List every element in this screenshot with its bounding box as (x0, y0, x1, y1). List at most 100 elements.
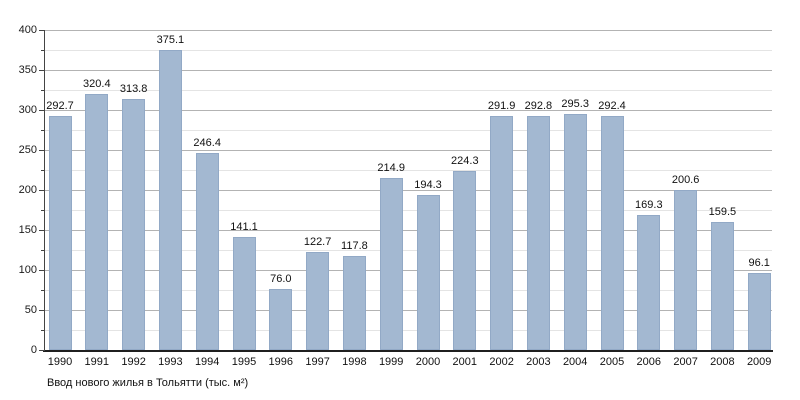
bar-1999 (379, 178, 403, 350)
chart-caption: Ввод нового жилья в Тольятти (тыс. м²) (47, 377, 249, 389)
y-axis-tick (41, 130, 45, 131)
bar-1997 (306, 252, 330, 350)
bar-value-label: 224.3 (451, 155, 479, 167)
bar-2006 (637, 215, 661, 350)
y-tick-label: 100 (18, 264, 37, 276)
bar-2004 (563, 114, 587, 350)
gridline-minor (45, 210, 772, 211)
bar-value-label: 292.4 (598, 100, 626, 112)
gridline-major (45, 70, 772, 71)
x-tick-label: 2009 (746, 356, 772, 368)
y-axis-tick (39, 70, 45, 71)
x-tick-label: 1991 (84, 356, 110, 368)
gridline-minor (45, 50, 772, 51)
y-tick-label: 350 (18, 64, 37, 76)
gridline-major (45, 190, 772, 191)
y-axis-tick (41, 210, 45, 211)
bar-2009 (747, 273, 771, 350)
x-tick-label: 2004 (562, 356, 588, 368)
bar-value-label: 291.9 (487, 100, 516, 112)
x-tick-label: 1998 (342, 356, 367, 368)
gridline-major (45, 270, 772, 271)
bar-value-label: 117.8 (341, 240, 368, 252)
x-tick-label: 2000 (415, 356, 441, 368)
x-axis-line (43, 350, 773, 352)
bar-value-label: 320.4 (83, 78, 111, 90)
bar-1995 (232, 237, 256, 350)
bar-value-label: 122.7 (303, 236, 332, 248)
y-tick-label: 50 (24, 304, 37, 316)
y-axis-tick (39, 310, 45, 311)
x-tick-label: 2002 (489, 356, 514, 368)
gridline-minor (45, 170, 772, 171)
y-axis-tick (41, 290, 45, 291)
bar-value-label: 295.3 (561, 98, 589, 110)
y-tick-label: 250 (18, 144, 37, 156)
y-axis-tick (41, 50, 45, 51)
x-tick-label: 1990 (47, 356, 73, 368)
y-axis-tick (39, 110, 45, 111)
y-axis-tick (39, 230, 45, 231)
x-tick-label: 2001 (452, 356, 478, 368)
bar-2002 (490, 116, 514, 350)
y-axis-tick (41, 90, 45, 91)
bar-value-label: 246.4 (193, 137, 221, 149)
gridline-minor (45, 130, 772, 131)
bar-2000 (416, 195, 440, 350)
bar-value-label: 141.1 (230, 221, 258, 233)
y-tick-label: 0 (30, 344, 37, 356)
x-tick-label: 1994 (194, 356, 220, 368)
gridline-minor (45, 330, 772, 331)
x-tick-label: 2003 (526, 356, 551, 368)
bar-1996 (269, 289, 293, 350)
bar-value-label: 159.5 (708, 206, 737, 218)
y-axis-tick (39, 30, 45, 31)
gridline-major (45, 110, 772, 111)
y-tick-label: 400 (18, 24, 37, 36)
gridline-minor (45, 290, 772, 291)
y-axis-tick (39, 150, 45, 151)
x-tick-label: 1995 (231, 356, 257, 368)
bar-value-label: 194.3 (414, 179, 442, 191)
bar-value-label: 214.9 (377, 162, 405, 174)
bar-value-label: 375.1 (156, 34, 185, 46)
bar-value-label: 292.8 (524, 100, 553, 112)
plot-area: 0 50 100 150 200 250 300 350 400 292.7 1990 320.4 19… (19, 24, 773, 368)
bar-value-label: 200.6 (671, 174, 700, 186)
x-tick-label: 1997 (305, 356, 330, 368)
bar-1990 (48, 116, 72, 350)
y-axis-tick (39, 190, 45, 191)
bar-2007 (674, 190, 698, 350)
y-tick-label: 200 (18, 184, 37, 196)
bar-1993 (158, 50, 182, 350)
bar-1992 (122, 99, 146, 350)
y-axis-tick (41, 170, 45, 171)
x-tick-label: 2005 (599, 356, 625, 368)
gridline-minor (45, 250, 772, 251)
gridline-major (45, 310, 772, 311)
y-tick-label: 300 (18, 104, 37, 116)
y-axis-tick (41, 250, 45, 251)
bar-value-label: 169.3 (635, 199, 663, 211)
gridline-major (45, 150, 772, 151)
y-axis-tick (39, 350, 45, 351)
gridline-major (45, 230, 772, 231)
bar-value-label: 292.7 (46, 100, 74, 112)
bar-value-label: 76.0 (270, 273, 292, 285)
gridline-minor (45, 90, 772, 91)
bar-2001 (453, 171, 477, 350)
x-tick-label: 1992 (121, 356, 146, 368)
x-tick-label: 1993 (158, 356, 183, 368)
x-tick-label: 1999 (378, 356, 404, 368)
bar-1991 (85, 94, 109, 350)
bar-value-label: 96.1 (748, 257, 770, 269)
y-axis-tick (39, 270, 45, 271)
bar-2005 (600, 116, 624, 350)
y-tick-label: 150 (18, 224, 37, 236)
bar-1998 (342, 256, 366, 350)
x-tick-label: 2007 (673, 356, 698, 368)
x-tick-label: 1996 (268, 356, 294, 368)
gridline-major (45, 30, 772, 31)
x-tick-label: 2008 (710, 356, 735, 368)
